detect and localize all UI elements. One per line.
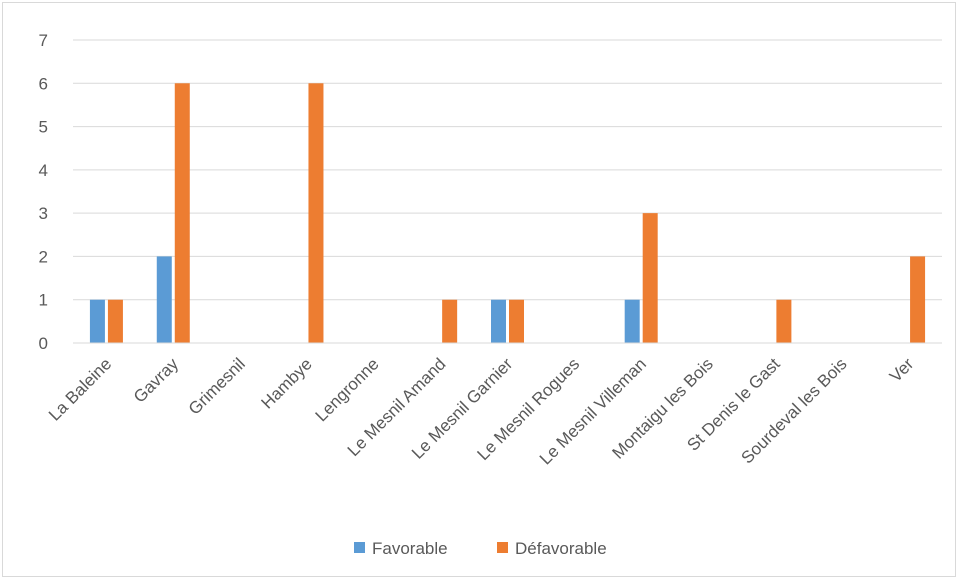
bar-favorable-6 [491, 299, 506, 343]
y-axis-tick-labels: 0 1 2 3 4 5 6 7 [39, 31, 48, 353]
bar-favorable-8 [624, 299, 640, 343]
bar-d-favorable-5 [442, 299, 458, 343]
y-tick-label: 7 [39, 31, 48, 50]
legend-swatch-defavorable [497, 542, 508, 553]
x-category-label: Hambye [258, 354, 316, 412]
x-category-label: Gavray [130, 354, 183, 407]
y-tick-label: 3 [39, 204, 48, 223]
y-tick-label: 6 [39, 74, 48, 93]
y-tick-label: 1 [39, 291, 48, 310]
bar-d-favorable-1 [174, 83, 190, 344]
x-category-label: Lengronne [312, 354, 383, 425]
y-tick-label: 4 [39, 161, 48, 180]
x-category-label: La Baleine [45, 354, 115, 424]
bar-d-favorable-3 [308, 83, 324, 344]
legend-swatch-favorable [354, 542, 365, 553]
y-tick-label: 5 [39, 118, 48, 137]
x-category-label: Grimesnil [185, 354, 249, 418]
bar-d-favorable-8 [642, 213, 658, 343]
legend-label: Défavorable [515, 539, 607, 558]
y-tick-label: 2 [39, 247, 48, 266]
bar-d-favorable-6 [509, 299, 524, 343]
bars [89, 83, 926, 344]
bar-d-favorable-12 [910, 256, 926, 343]
y-tick-label: 0 [39, 334, 48, 353]
legend: Favorable Défavorable [354, 539, 607, 558]
gridlines [73, 39, 942, 301]
x-category-label: Ver [886, 354, 918, 386]
bar-d-favorable-10 [776, 299, 792, 343]
legend-label: Favorable [372, 539, 448, 558]
bar-favorable-1 [156, 256, 172, 343]
x-axis-category-labels: La Baleine Gavray Grimesnil HambyeLengronne… [45, 354, 918, 468]
bar-favorable-0 [89, 299, 105, 343]
bar-d-favorable-0 [107, 299, 123, 343]
